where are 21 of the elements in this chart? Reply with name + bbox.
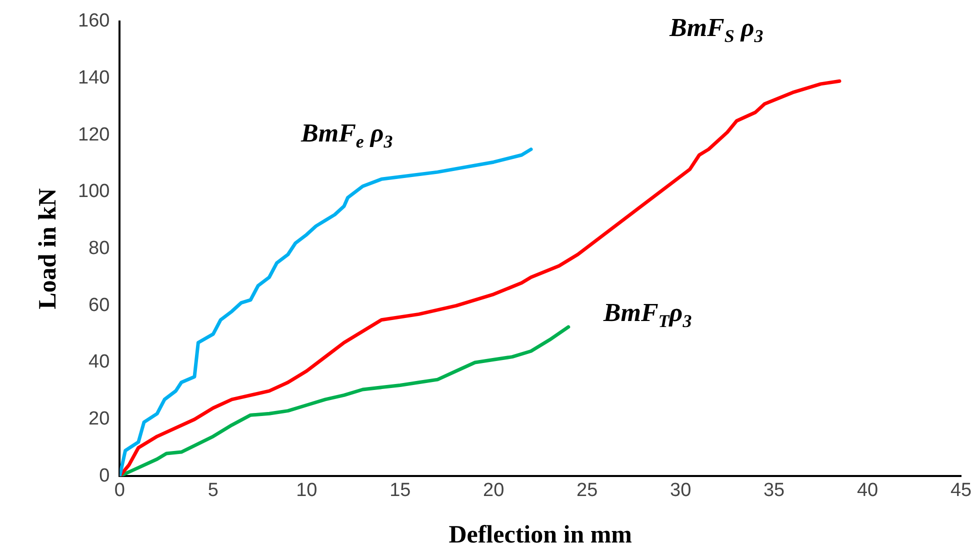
- y-tick-label: 120: [78, 124, 110, 146]
- y-axis-title: Load in kN: [34, 188, 62, 310]
- y-tick-label: 80: [88, 238, 110, 260]
- y-tick-label: 140: [78, 67, 110, 88]
- x-tick-label: 15: [390, 480, 411, 501]
- x-tick-label: 25: [576, 480, 598, 501]
- x-tick-label: 10: [296, 480, 318, 501]
- y-tick-label: 0: [99, 465, 110, 486]
- y-tick-label: 20: [88, 408, 110, 430]
- x-tick-label: 35: [763, 480, 785, 501]
- x-tick-label: 45: [950, 480, 972, 501]
- y-tick-label: 100: [78, 181, 110, 202]
- x-tick-label: 30: [670, 480, 692, 501]
- y-tick-label: 60: [88, 294, 110, 316]
- y-tick-label: 160: [78, 10, 110, 32]
- x-tick-label: 5: [208, 480, 218, 501]
- x-tick-label: 40: [856, 480, 878, 501]
- x-axis-title: Deflection in mm: [448, 521, 632, 548]
- x-tick-label: 0: [114, 480, 125, 501]
- x-tick-label: 20: [483, 480, 504, 501]
- y-tick-label: 40: [88, 352, 110, 373]
